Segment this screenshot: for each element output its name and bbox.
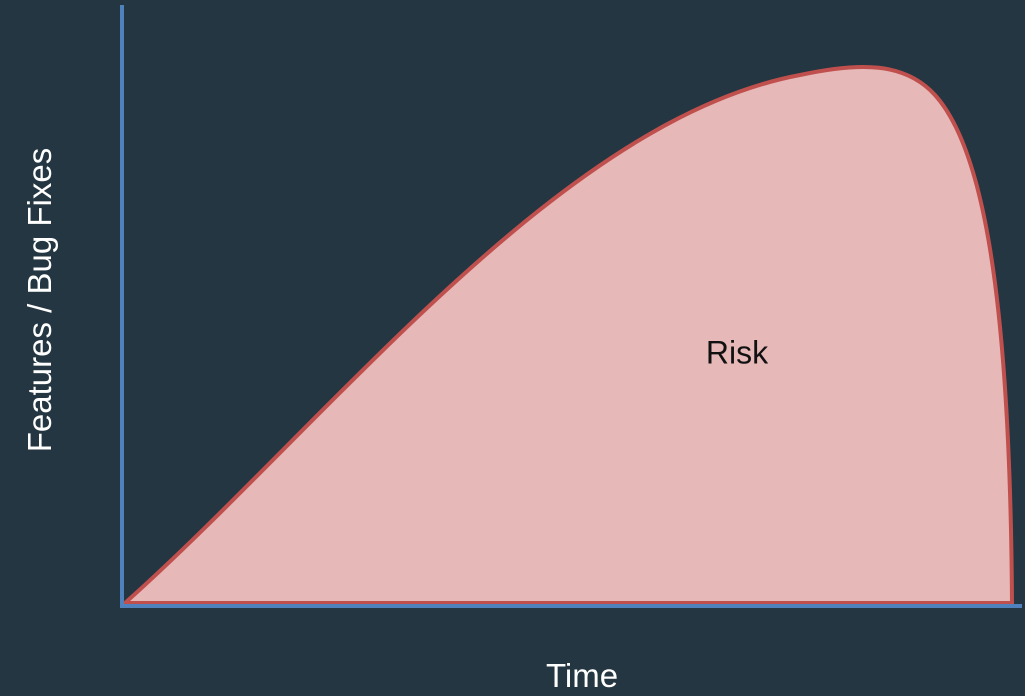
- risk-label: Risk: [705, 334, 769, 371]
- y-axis-label: Features / Bug Fixes: [21, 147, 58, 453]
- risk-area: [119, 64, 1015, 605]
- x-axis-label: Time: [545, 657, 619, 694]
